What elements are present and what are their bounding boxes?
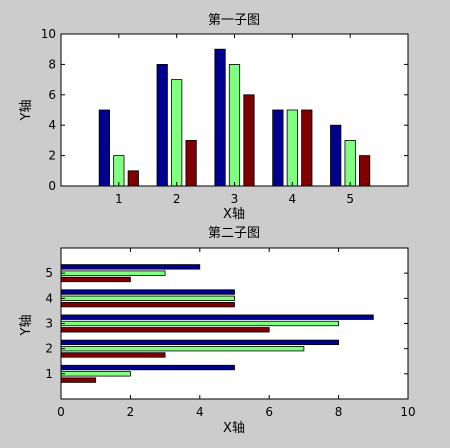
subplot-1-y-tick-label: 6	[48, 88, 56, 102]
subplot-2-bar	[60, 301, 235, 308]
subplot-1-y-tick-label: 0	[48, 179, 56, 193]
subplot-2-x-tick-label: 6	[265, 405, 273, 419]
subplot-2-y-tick-label: 5	[45, 266, 53, 280]
subplot-1-bar	[113, 155, 125, 187]
subplot-1-bar	[156, 64, 168, 187]
subplot-1-bar	[185, 139, 197, 187]
subplot-2-bar	[60, 339, 340, 346]
subplot-1-bar	[301, 109, 313, 187]
subplot-2-x-ticks: 0 2 4 6 8 10	[57, 248, 416, 419]
subplot-2-bar	[60, 352, 166, 358]
subplot-1-y-ticks: 0 2 4 6 8 10	[41, 27, 408, 193]
subplot-1-bar	[243, 94, 255, 187]
subplot-2-bar	[60, 371, 131, 377]
subplot-2-bar	[60, 264, 201, 270]
subplot-2-x-axis-label: X轴	[223, 421, 245, 436]
subplot-1-bar	[272, 109, 284, 187]
subplot-2-bar	[60, 364, 235, 371]
subplot-2-bar	[60, 346, 305, 352]
subplot-2-bar	[60, 320, 340, 327]
subplot-2-y-tick-label: 3	[45, 317, 53, 331]
subplot-2-y-tick-label: 2	[45, 342, 53, 356]
subplot-2-y-tick-label: 4	[45, 291, 53, 305]
subplot-1-y-axis-label: Y轴	[19, 100, 34, 122]
subplot-1-bar	[98, 109, 110, 187]
subplot-1-bar	[171, 79, 183, 187]
subplot-2-y-tick-label: 1	[45, 367, 53, 381]
subplot-1-x-axis-label: X轴	[223, 207, 245, 222]
subplot-2-bar	[60, 270, 166, 276]
subplot-1-title: 第一子图	[208, 13, 260, 28]
subplot-1-y-tick-label: 2	[48, 149, 56, 163]
subplot-2-x-tick-label: 0	[57, 405, 65, 419]
subplot-1-x-ticks: 1 2 3 4 5	[115, 34, 354, 206]
subplot-1-bar	[286, 109, 298, 187]
subplot-1: 第一子图 1 2 3 4 5 0 2 4 6 8 10 X轴 Y轴	[19, 13, 409, 222]
subplot-2-x-tick-label: 2	[127, 405, 135, 419]
subplot-2-bar	[60, 276, 131, 283]
subplot-1-y-tick-label: 4	[48, 118, 56, 132]
subplot-1-y-tick-label: 10	[41, 27, 56, 41]
subplot-2-bar	[60, 377, 97, 383]
subplot-1-x-tick-label: 3	[231, 192, 239, 206]
subplot-1-x-tick-label: 4	[289, 192, 297, 206]
subplot-1-x-tick-label: 2	[173, 192, 181, 206]
subplot-2-bar	[60, 289, 235, 295]
subplot-2-x-tick-label: 10	[400, 405, 415, 419]
subplot-2-bar	[60, 314, 374, 320]
subplot-1-x-tick-label: 1	[115, 192, 123, 206]
subplot-2-bars	[60, 264, 374, 383]
subplot-1-bar	[228, 64, 241, 187]
subplot-2-x-tick-label: 8	[335, 405, 343, 419]
subplot-1-bar	[330, 124, 342, 187]
subplot-1-y-tick-label: 8	[48, 57, 56, 71]
subplot-1-bar	[344, 139, 356, 187]
subplot-2-x-tick-label: 4	[196, 405, 204, 419]
subplot-1-bar	[359, 155, 371, 187]
subplot-2-bar	[60, 295, 235, 301]
subplot-1-bar	[127, 170, 139, 187]
subplot-2-bar	[60, 327, 270, 333]
subplot-2-y-axis-label: Y轴	[19, 315, 34, 337]
subplot-1-x-tick-label: 5	[346, 192, 354, 206]
subplot-2-title: 第二子图	[208, 226, 260, 241]
subplot-2-y-ticks: 1 2 3 4 5	[45, 266, 408, 381]
subplot-1-bar	[214, 48, 226, 187]
